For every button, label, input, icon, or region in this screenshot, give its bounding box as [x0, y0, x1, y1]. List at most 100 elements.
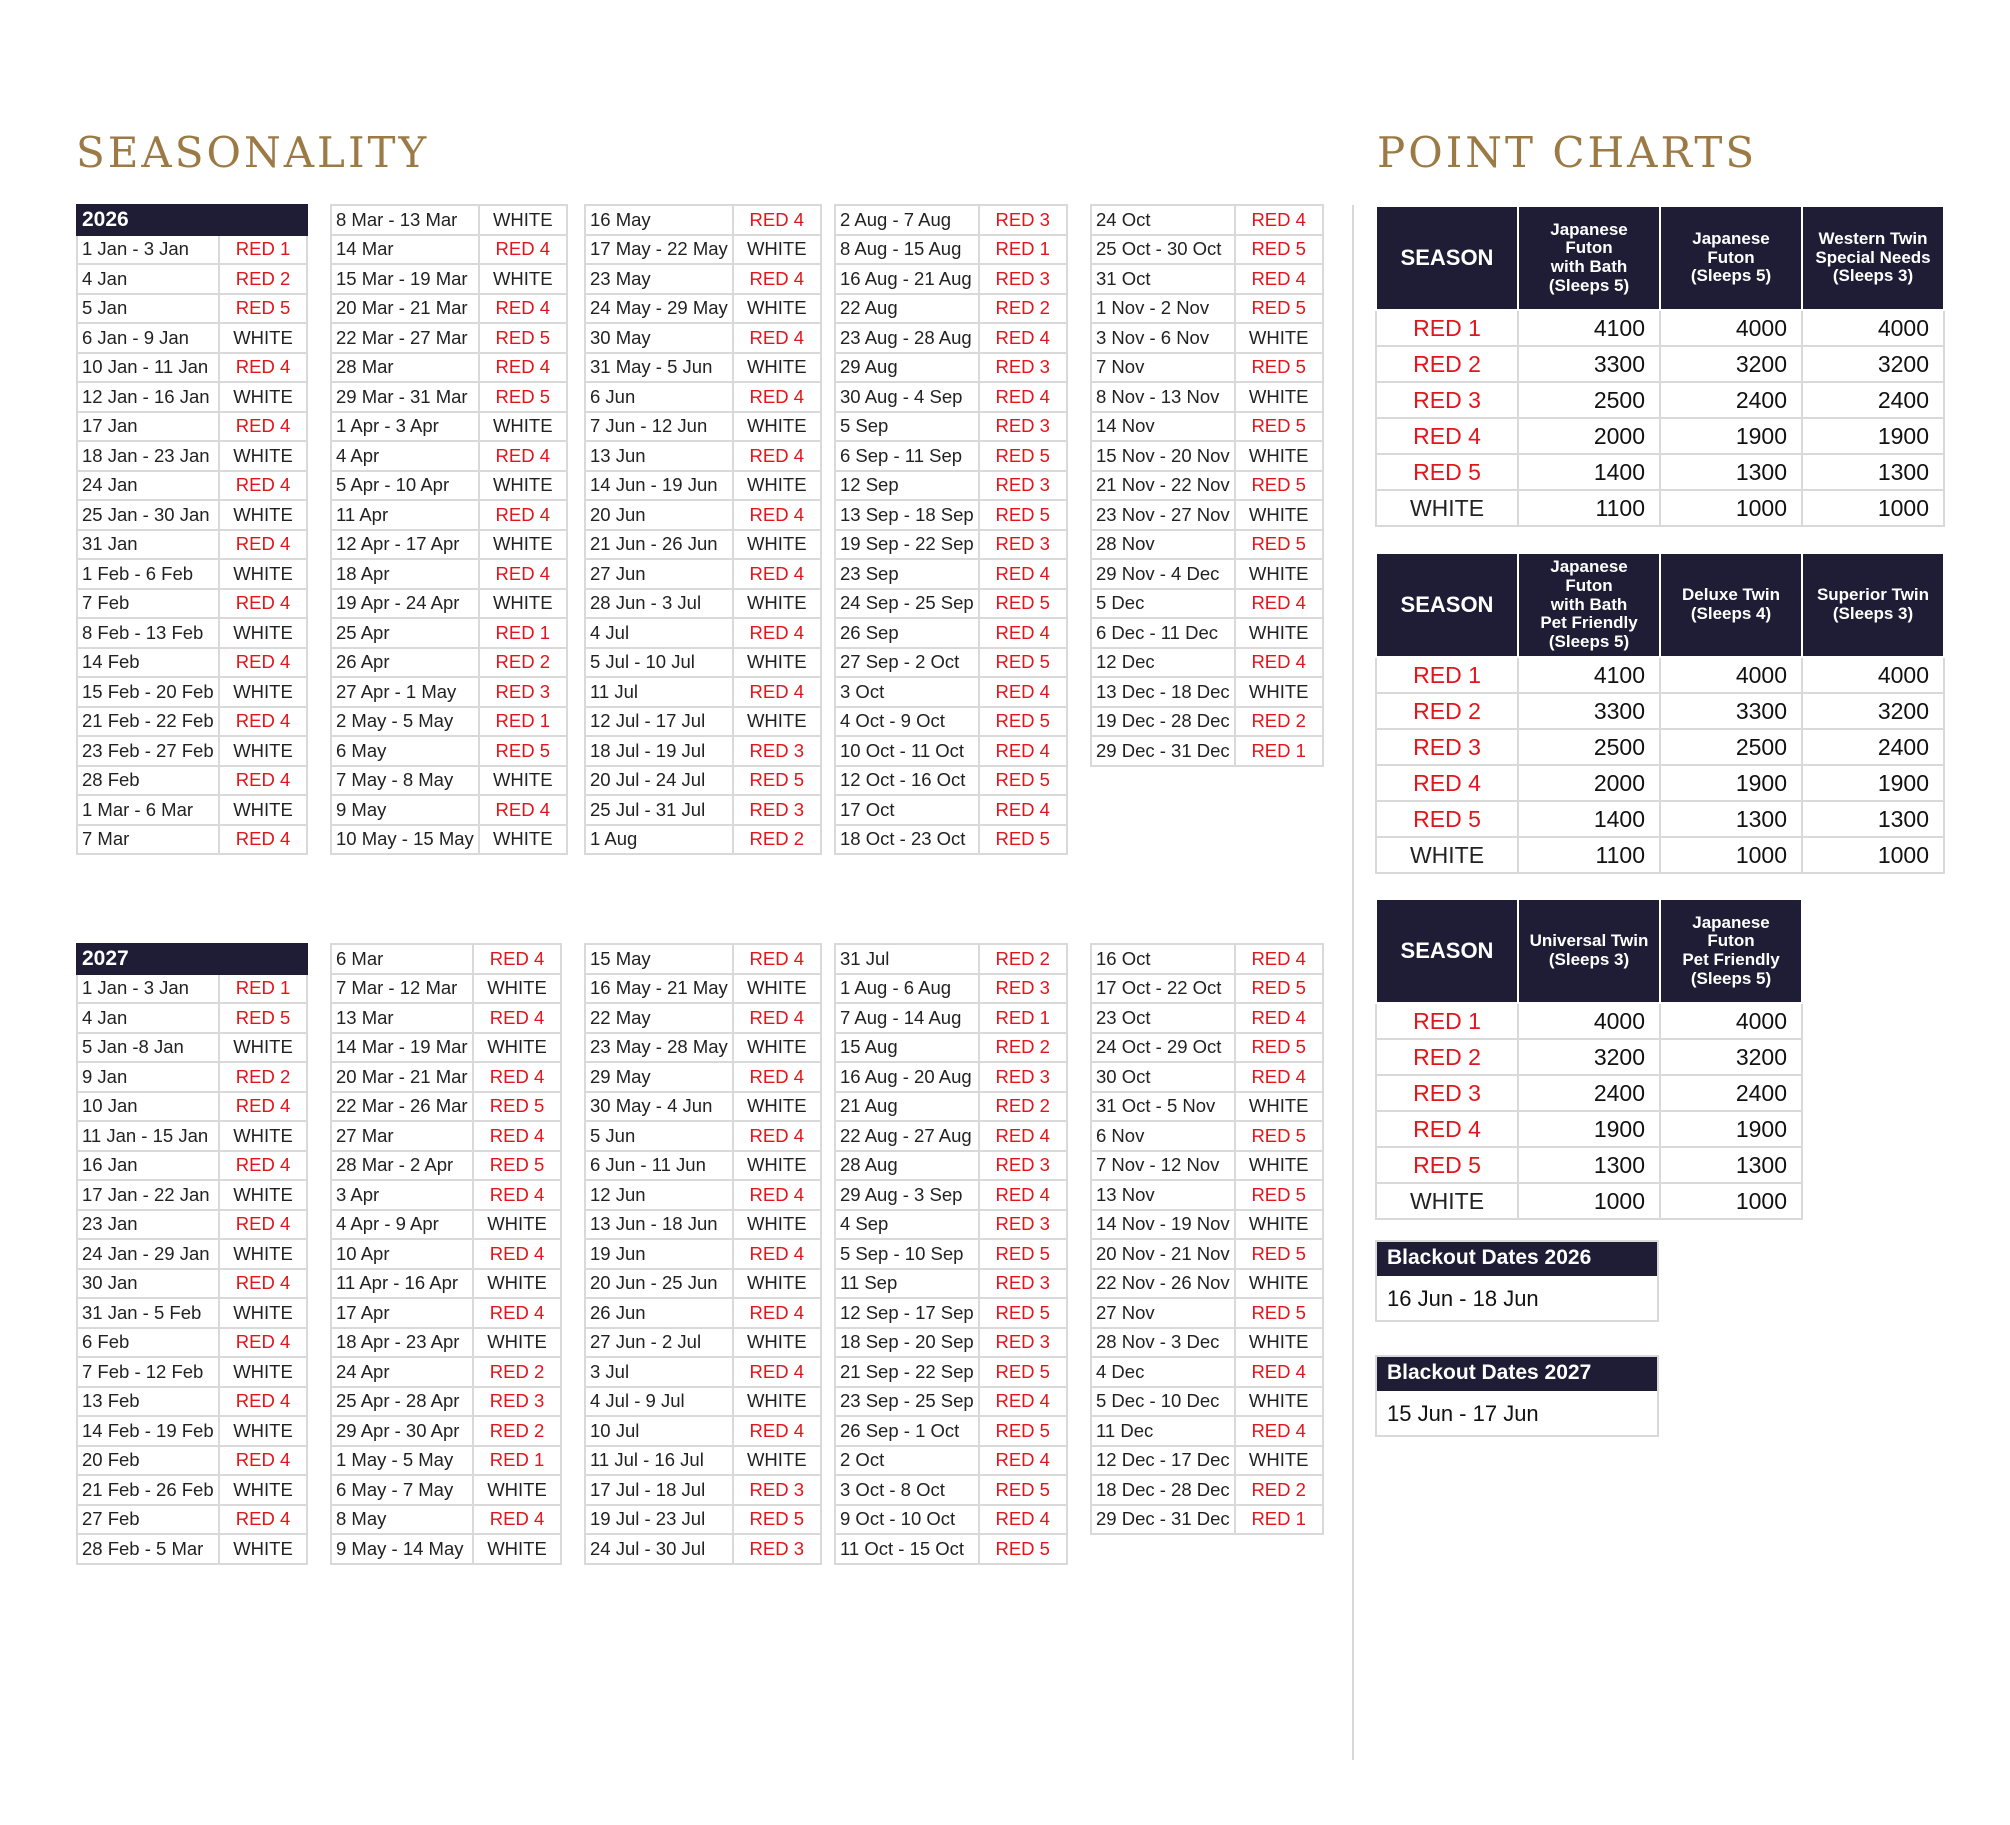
- season-row: 6 Jun - 11 Jun WHITE: [584, 1149, 822, 1181]
- season-date-range: 24 Jul - 30 Jul: [584, 1533, 734, 1565]
- season-date-range: 5 Jan: [76, 292, 220, 324]
- season-code: WHITE: [731, 1090, 822, 1122]
- points-value: 1100: [1517, 836, 1661, 874]
- season-row: 9 Oct - 10 Oct RED 4: [834, 1503, 1068, 1535]
- season-code: RED 3: [731, 735, 822, 767]
- season-date-range: 17 May - 22 May: [584, 233, 734, 265]
- season-row: 28 Aug RED 3: [834, 1149, 1068, 1181]
- points-value: 4100: [1517, 656, 1661, 694]
- season-date-range: 28 Mar: [330, 351, 480, 383]
- points-value: 1300: [1801, 453, 1945, 491]
- season-code: RED 4: [218, 587, 308, 619]
- points-row: RED 5 1300 1300: [1375, 1146, 1803, 1184]
- season-code: WHITE: [218, 1179, 308, 1211]
- season-code: RED 1: [477, 705, 568, 737]
- season-row: 16 Aug - 21 Aug RED 3: [834, 263, 1068, 295]
- season-date-range: 27 Feb: [76, 1503, 220, 1535]
- season-date-range: 11 Oct - 15 Oct: [834, 1533, 980, 1565]
- season-row: 29 Aug - 3 Sep RED 4: [834, 1179, 1068, 1211]
- season-date-range: 6 Dec - 11 Dec: [1090, 617, 1236, 649]
- season-code: RED 4: [1233, 587, 1324, 619]
- season-date-range: 12 Oct - 16 Oct: [834, 764, 980, 796]
- season-date-range: 28 Mar - 2 Apr: [330, 1149, 474, 1181]
- season-date-range: 13 Jun: [584, 440, 734, 472]
- season-date-range: 3 Oct - 8 Oct: [834, 1474, 980, 1506]
- header-line: Futon: [1565, 238, 1613, 258]
- season-row: 24 Jan - 29 Jan WHITE: [76, 1238, 308, 1270]
- points-value: 2400: [1659, 381, 1803, 419]
- season-code: RED 4: [472, 1503, 562, 1535]
- season-code: RED 5: [1233, 1238, 1324, 1270]
- season-row: 3 Oct RED 4: [834, 676, 1068, 708]
- header-line: (Sleeps 5): [1548, 275, 1630, 295]
- season-row: 14 Mar - 19 Mar WHITE: [330, 1031, 562, 1063]
- season-date-range: 19 Apr - 24 Apr: [330, 587, 480, 619]
- season-code: WHITE: [731, 1444, 822, 1476]
- season-row: 11 Dec RED 4: [1090, 1415, 1324, 1447]
- season-date-range: 29 Mar - 31 Mar: [330, 381, 480, 413]
- season-code: RED 2: [977, 1090, 1068, 1122]
- points-row: RED 4 2000 1900 1900: [1375, 764, 1945, 802]
- season-date-range: 25 Apr - 28 Apr: [330, 1385, 474, 1417]
- season-row: 10 Jan RED 4: [76, 1090, 308, 1122]
- season-date-range: 5 Sep: [834, 410, 980, 442]
- season-code: RED 4: [977, 322, 1068, 354]
- season-row: 4 Dec RED 4: [1090, 1356, 1324, 1388]
- room-type-header: Western Twin Special Needs (Sleeps 3): [1801, 205, 1945, 311]
- season-date-range: 2 Oct: [834, 1444, 980, 1476]
- points-value: 2000: [1517, 764, 1661, 802]
- season-row: 24 Sep - 25 Sep RED 5: [834, 587, 1068, 619]
- season-row: 22 Mar - 27 Mar RED 5: [330, 322, 568, 354]
- points-row: RED 3 2500 2400 2400: [1375, 381, 1945, 419]
- season-row: 6 May RED 5: [330, 735, 568, 767]
- season-date-range: 6 Sep - 11 Sep: [834, 440, 980, 472]
- blackout-2026: Blackout Dates 2026 16 Jun - 18 Jun: [1375, 1240, 1659, 1322]
- season-date-range: 1 Jan - 3 Jan: [76, 233, 220, 265]
- season-code: RED 4: [731, 1179, 822, 1211]
- season-row: 5 Jan RED 5: [76, 292, 308, 324]
- season-code: RED 4: [977, 1385, 1068, 1417]
- season-row: 14 Mar RED 4: [330, 233, 568, 265]
- season-code: RED 4: [477, 233, 568, 265]
- blackout-dates: 16 Jun - 18 Jun: [1387, 1286, 1539, 1311]
- season-date-range: 29 Aug - 3 Sep: [834, 1179, 980, 1211]
- season-date-range: 11 Jul - 16 Jul: [584, 1444, 734, 1476]
- season-date-range: 29 Aug: [834, 351, 980, 383]
- season-row: 7 Mar - 12 Mar WHITE: [330, 972, 562, 1004]
- points-value: 4000: [1659, 309, 1803, 347]
- season-row: 10 Jan - 11 Jan RED 4: [76, 351, 308, 383]
- points-row: RED 1 4000 4000: [1375, 1002, 1803, 1040]
- season-row: 13 Dec - 18 Dec WHITE: [1090, 676, 1324, 708]
- season-date-range: 28 Nov - 3 Dec: [1090, 1326, 1236, 1358]
- season-row: 13 Jun - 18 Jun WHITE: [584, 1208, 822, 1240]
- season-row: 12 Jun RED 4: [584, 1179, 822, 1211]
- season-date-range: 28 Jun - 3 Jul: [584, 587, 734, 619]
- season-code: WHITE: [1375, 836, 1519, 874]
- header-line: Japanese: [1692, 912, 1770, 932]
- season-code: RED 4: [731, 204, 822, 236]
- season-code: WHITE: [731, 1385, 822, 1417]
- season-date-range: 21 Sep - 22 Sep: [834, 1356, 980, 1388]
- season-date-range: 28 Aug: [834, 1149, 980, 1181]
- season-date-range: 14 Feb: [76, 646, 220, 678]
- season-code: RED 5: [977, 1356, 1068, 1388]
- season-code: WHITE: [731, 1267, 822, 1299]
- points-value: 1900: [1801, 764, 1945, 802]
- season-date-range: 4 Jan: [76, 1002, 220, 1034]
- season-row: 3 Nov - 6 Nov WHITE: [1090, 322, 1324, 354]
- season-date-range: 18 Jan - 23 Jan: [76, 440, 220, 472]
- season-code: RED 3: [977, 351, 1068, 383]
- season-row: 6 Feb RED 4: [76, 1326, 308, 1358]
- season-code: RED 4: [1233, 1061, 1324, 1093]
- season-date-range: 24 Apr: [330, 1356, 474, 1388]
- season-row: 31 Jan RED 4: [76, 528, 308, 560]
- season-code: RED 4: [1233, 646, 1324, 678]
- points-value: 1900: [1659, 1110, 1803, 1148]
- season-code: RED 4: [977, 617, 1068, 649]
- season-date-range: 4 Sep: [834, 1208, 980, 1240]
- season-date-range: 25 Apr: [330, 617, 480, 649]
- blackout-title: Blackout Dates 2026: [1377, 1242, 1657, 1276]
- season-date-range: 3 Nov - 6 Nov: [1090, 322, 1236, 354]
